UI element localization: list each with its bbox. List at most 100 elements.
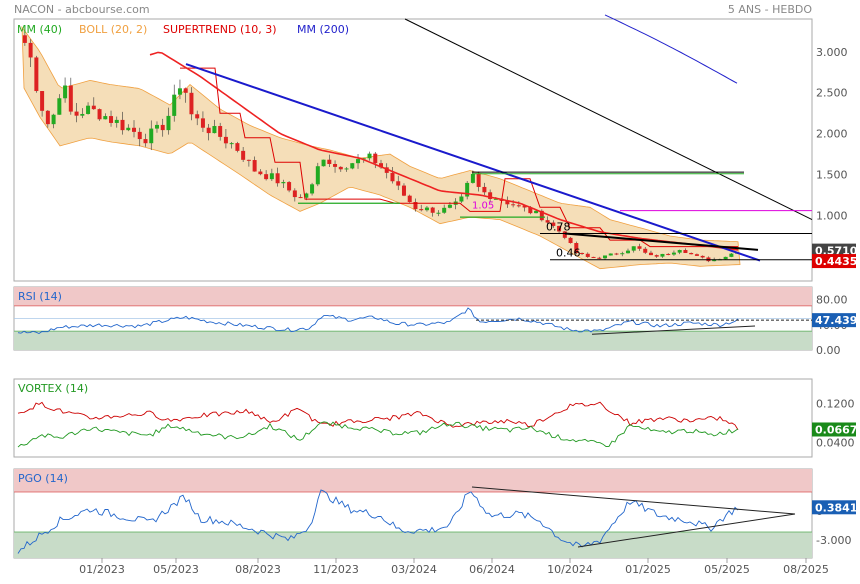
- price-tick-label: 2.500: [816, 87, 848, 100]
- candle-body: [712, 259, 717, 262]
- candle-body: [241, 150, 246, 160]
- panel-labels: RSI (14) VORTEX (14) PGO (14): [18, 290, 88, 485]
- candle-body: [723, 256, 728, 260]
- candle-body: [476, 174, 481, 187]
- candle-body: [430, 207, 435, 213]
- candle-body: [206, 127, 211, 134]
- candle-body: [189, 92, 194, 115]
- candle-body: [683, 250, 688, 253]
- candle-body: [700, 255, 705, 258]
- falling-wedge-line: [564, 232, 759, 251]
- candle-body: [568, 237, 573, 244]
- candle-body: [689, 252, 694, 255]
- x-axis-label: 05/2023: [153, 563, 199, 576]
- candle-body: [614, 253, 619, 255]
- candle-body: [252, 160, 257, 172]
- candle-body: [643, 248, 648, 253]
- candle-body: [447, 204, 452, 208]
- candle-body: [264, 174, 269, 180]
- candle-body: [419, 209, 424, 211]
- candle-body: [373, 153, 378, 164]
- vortex-panel: [13, 378, 813, 458]
- candle-body: [511, 204, 516, 206]
- legend-entry: MM (200): [297, 23, 349, 36]
- candle-body: [86, 105, 91, 114]
- candle-body: [149, 128, 154, 144]
- candle-body: [103, 116, 108, 120]
- candle-body: [493, 198, 498, 200]
- candle-body: [63, 85, 68, 99]
- candle-body: [648, 252, 653, 256]
- candle-body: [436, 212, 441, 214]
- candle-body: [379, 163, 383, 168]
- moving-average-200: [604, 14, 738, 84]
- candle-body: [522, 205, 527, 208]
- candle-body: [350, 163, 355, 169]
- pgo-tick-label: -3.000: [816, 534, 851, 547]
- rsi-tick-label: 0.00: [816, 344, 841, 357]
- x-axis-label: 08/2025: [783, 563, 829, 576]
- x-axis-label: 06/2024: [469, 563, 515, 576]
- candle-body: [694, 254, 699, 256]
- candle-body: [344, 168, 349, 170]
- candle-body: [482, 186, 487, 193]
- rsi-last-value: 47.439: [815, 314, 857, 327]
- candle-body: [465, 182, 470, 197]
- x-axis-label: 01/2025: [625, 563, 671, 576]
- candle-body: [333, 164, 338, 167]
- candle-body: [321, 159, 326, 167]
- vortex-last-badge: [812, 422, 856, 437]
- rsi-tick-label: 80.00: [816, 294, 848, 307]
- pgo-lower-trend-line: [577, 513, 796, 548]
- candle-body: [545, 220, 550, 223]
- candle-body: [442, 207, 447, 213]
- chart-header-right: 5 ANS - HEBDO: [728, 3, 812, 16]
- rsi-trend-line: [591, 325, 756, 335]
- candle-body: [126, 127, 131, 131]
- candle-body: [275, 173, 280, 184]
- candle-body: [603, 255, 608, 259]
- candle-body: [361, 158, 366, 160]
- rsi-oversold-zone: [14, 331, 812, 350]
- candle-body: [80, 113, 85, 116]
- rsi-last-badge: [812, 313, 856, 328]
- candle-body: [212, 126, 217, 134]
- candle-body: [120, 119, 125, 131]
- vortex-plot: [17, 401, 739, 448]
- candle-body: [729, 253, 734, 257]
- candle-body: [304, 193, 309, 198]
- candle-body: [315, 166, 320, 185]
- pgo-title: PGO (14): [18, 472, 68, 485]
- candle-body: [97, 109, 102, 120]
- x-axis-label: 05/2025: [704, 563, 750, 576]
- x-axis-label: 08/2023: [235, 563, 281, 576]
- x-axis-label: 11/2023: [313, 563, 359, 576]
- candle-body: [666, 253, 671, 255]
- candle-body: [223, 136, 228, 144]
- candle-body: [528, 207, 533, 214]
- candle-body: [310, 184, 315, 194]
- candle-body: [57, 98, 62, 115]
- candle-body: [660, 253, 665, 257]
- rsi-plot: [14, 287, 812, 350]
- vortex-plus-line: [17, 421, 739, 448]
- candle-body: [281, 182, 286, 184]
- candle-body: [562, 231, 567, 238]
- pgo-line: [17, 489, 739, 554]
- vortex-minus-line: [17, 401, 739, 430]
- candle-body: [298, 197, 303, 199]
- candle-body: [637, 246, 642, 249]
- pgo-last-value: 0.3841: [815, 501, 857, 514]
- candle-body: [34, 57, 39, 92]
- candle-body: [539, 210, 544, 221]
- candle-body: [654, 255, 659, 257]
- candle-body: [597, 257, 602, 259]
- candle-body: [356, 159, 361, 164]
- candle-body: [200, 118, 205, 128]
- vortex-title: VORTEX (14): [18, 382, 88, 395]
- candle-body: [534, 210, 539, 214]
- x-axis-label: 10/2024: [547, 563, 593, 576]
- price-tick-label: 3.000: [816, 46, 848, 59]
- candle-body: [246, 159, 251, 161]
- vortex-last-value: 0.0667: [815, 423, 857, 436]
